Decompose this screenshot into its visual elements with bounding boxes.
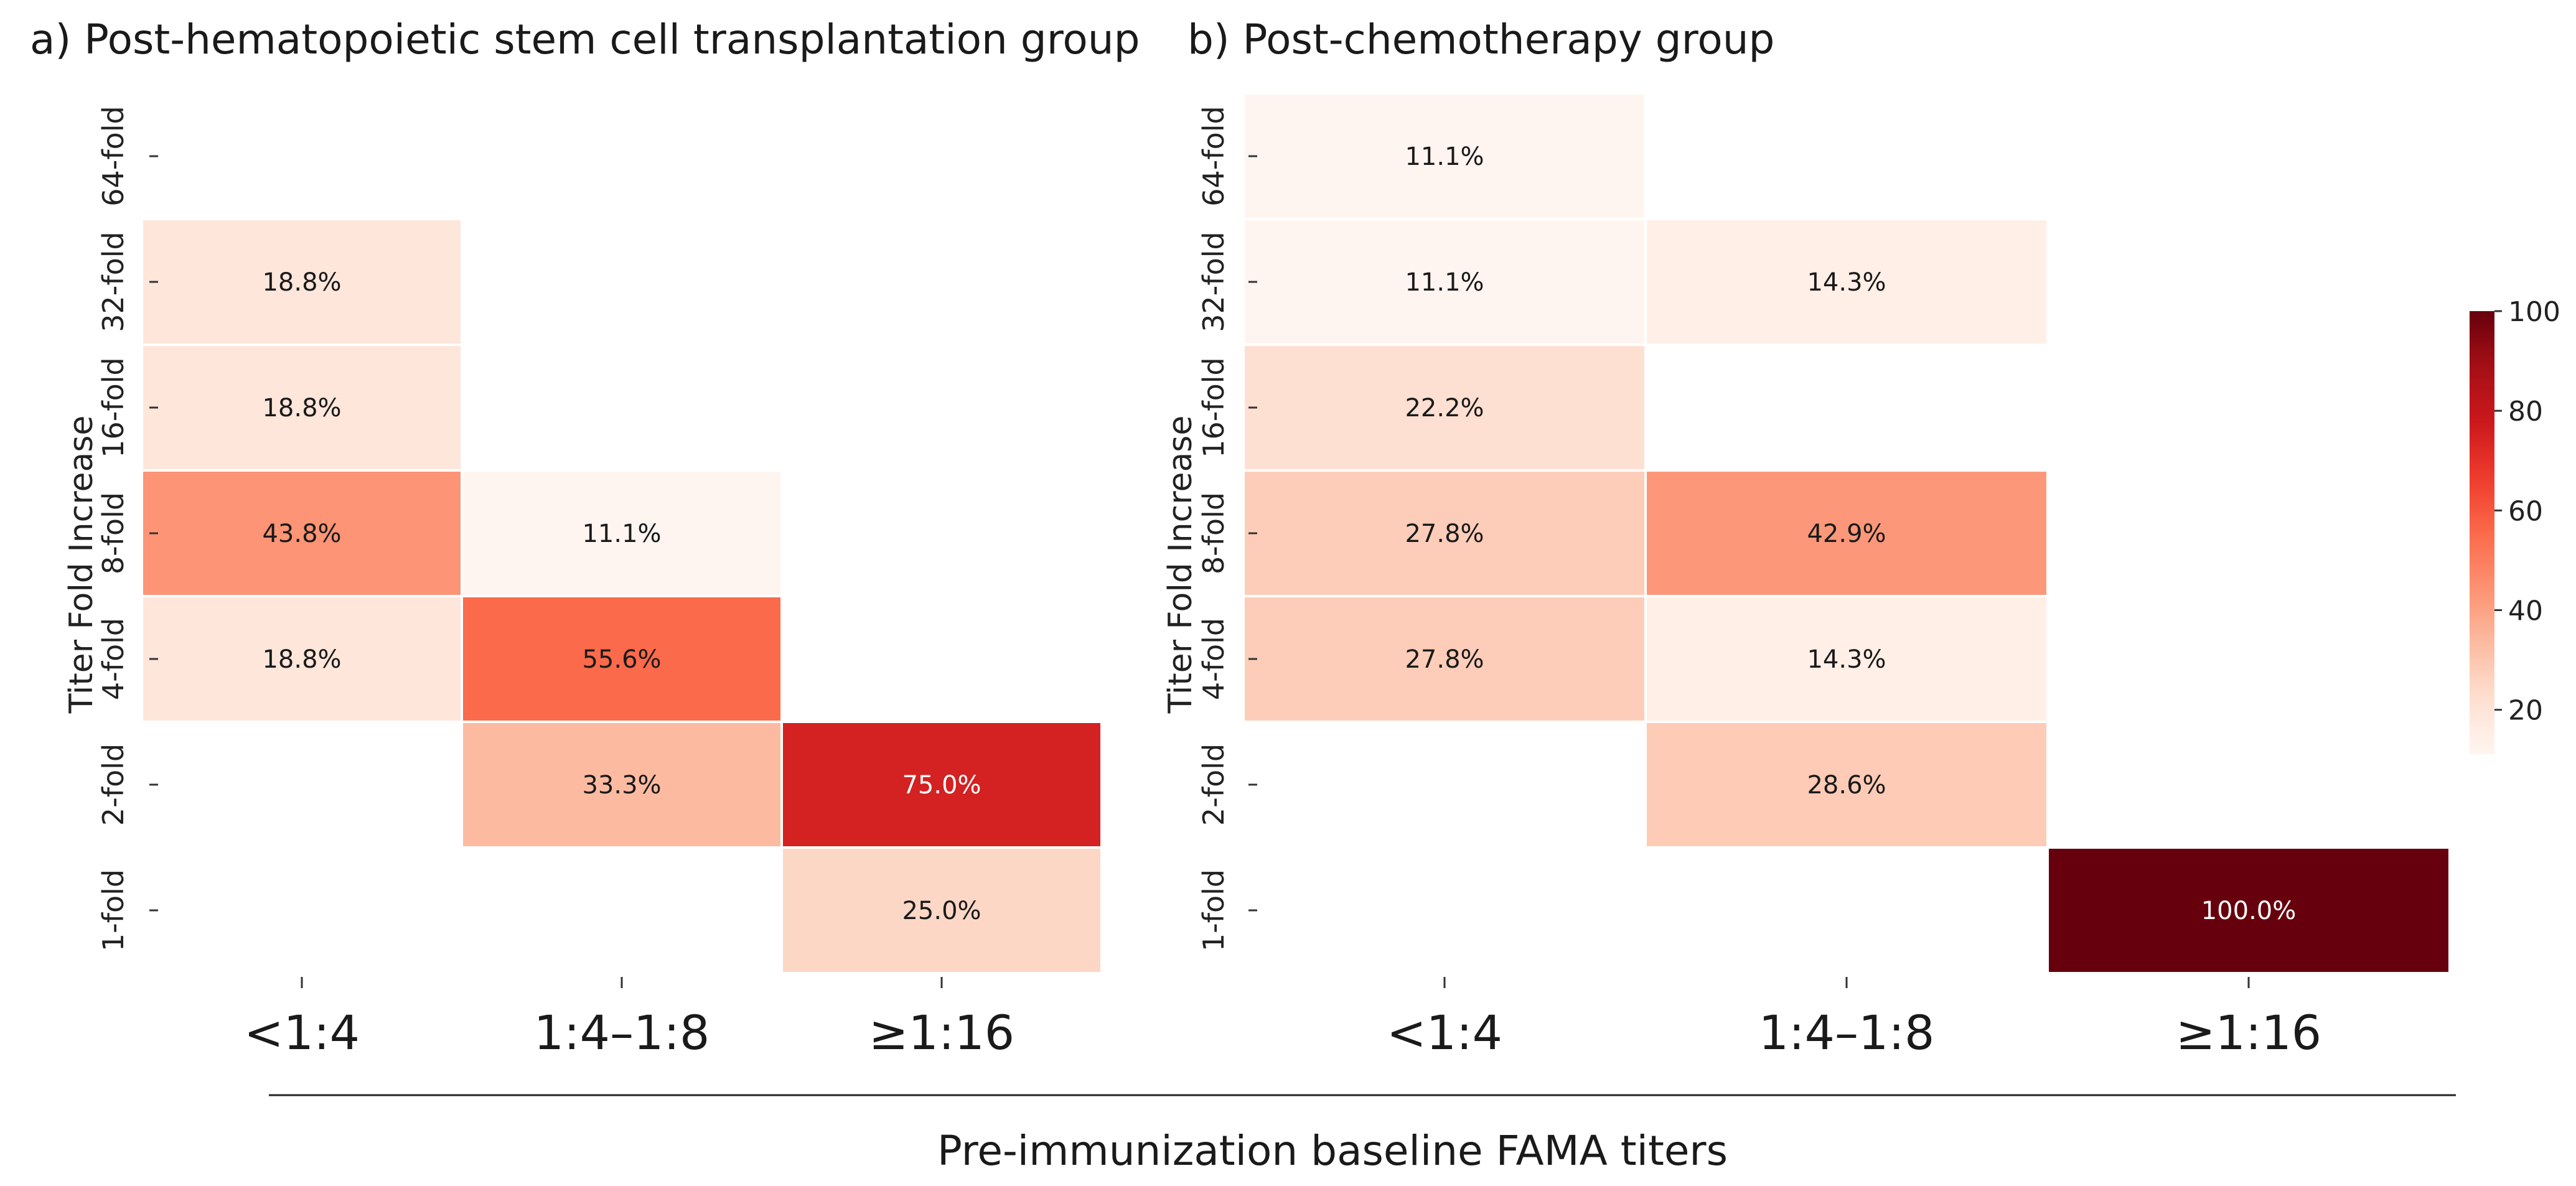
heatmap-cell bbox=[780, 721, 1103, 849]
x-tick-label: 1:4–1:8 bbox=[1759, 1005, 1935, 1060]
heatmap-cell bbox=[780, 846, 1103, 974]
y-tick-label: 64-fold bbox=[96, 106, 130, 206]
heatmap-cell bbox=[141, 218, 463, 346]
y-tick-label: 32-fold bbox=[96, 231, 130, 332]
panel-a-heatmap: 18.8% 18.8% 43.8% 18.8% 11.1% 55.6% 33.3% 75.0%… bbox=[96, 106, 1103, 1060]
y-tick-label: 2-fold bbox=[96, 744, 130, 826]
x-tick-label: ≥1:16 bbox=[2176, 1005, 2321, 1060]
x-tick-label: 1:4–1:8 bbox=[534, 1005, 710, 1060]
cell-value-label: 27.8% bbox=[1405, 520, 1484, 548]
cell-value-label: 18.8% bbox=[262, 268, 341, 297]
cell-value-label: 22.2% bbox=[1405, 394, 1484, 423]
colorbar-tick-label: 60 bbox=[2508, 495, 2543, 527]
y-tick-label: 64-fold bbox=[1197, 106, 1230, 206]
heatmap-cell bbox=[461, 721, 783, 849]
y-tick-label: 1-fold bbox=[1197, 869, 1230, 951]
cell-value-label: 42.9% bbox=[1807, 520, 1886, 548]
y-tick-label: 32-fold bbox=[1197, 231, 1230, 332]
cell-value-label: 27.8% bbox=[1405, 645, 1484, 674]
panel-b-y-axis-label: Titer Fold Increase bbox=[1162, 416, 1199, 714]
cell-value-label: 11.1% bbox=[582, 520, 661, 548]
panel-b-title: b) Post-chemotherapy group bbox=[1187, 16, 1774, 63]
heatmap-cell bbox=[1242, 218, 1647, 346]
y-tick-label: 8-fold bbox=[1197, 492, 1230, 574]
cell-value-label: 75.0% bbox=[902, 771, 981, 800]
panel-a-y-axis-label: Titer Fold Increase bbox=[63, 416, 100, 714]
cell-value-label: 11.1% bbox=[1405, 142, 1484, 171]
colorbar-tick-label: 40 bbox=[2508, 595, 2543, 627]
cell-value-label: 11.1% bbox=[1405, 268, 1484, 297]
x-tick-label: ≥1:16 bbox=[869, 1005, 1014, 1060]
heatmap-cell bbox=[2046, 846, 2451, 974]
cell-value-label: 25.0% bbox=[902, 897, 981, 925]
cell-value-label: 18.8% bbox=[262, 394, 341, 423]
heatmap-cell bbox=[1242, 469, 1647, 597]
heatmap-cell bbox=[141, 469, 463, 597]
colorbar: 20 40 60 80 100 bbox=[2470, 296, 2560, 754]
heatmap-cell bbox=[1644, 218, 2049, 346]
panel-b-heatmap: 11.1% 11.1% 22.2% 27.8% 27.8% 14.3% 42.9% 14.3%… bbox=[1197, 92, 2451, 1060]
panel-a-title: a) Post-hematopoietic stem cell transpla… bbox=[30, 16, 1140, 63]
cell-value-label: 28.6% bbox=[1807, 771, 1886, 800]
heatmap-cell bbox=[1644, 721, 2049, 849]
cell-value-label: 43.8% bbox=[262, 520, 341, 548]
y-tick-label: 1-fold bbox=[96, 869, 130, 951]
y-tick-label: 16-fold bbox=[96, 357, 130, 457]
y-tick-label: 2-fold bbox=[1197, 744, 1230, 826]
y-tick-label: 4-fold bbox=[1197, 618, 1230, 700]
cell-value-label: 100.0% bbox=[2201, 897, 2297, 925]
heatmap-cell bbox=[1242, 92, 1647, 220]
cell-value-label: 14.3% bbox=[1807, 645, 1886, 674]
heatmap-cell bbox=[461, 595, 783, 723]
colorbar-tick-label: 20 bbox=[2508, 695, 2543, 727]
heatmap-cell bbox=[141, 343, 463, 472]
y-tick-label: 4-fold bbox=[96, 618, 130, 700]
cell-value-label: 14.3% bbox=[1807, 268, 1886, 297]
cell-value-label: 33.3% bbox=[582, 771, 661, 800]
heatmap-cell bbox=[141, 595, 463, 723]
cell-value-label: 55.6% bbox=[582, 645, 661, 674]
y-tick-label: 16-fold bbox=[1197, 357, 1230, 457]
colorbar-gradient bbox=[2470, 311, 2494, 754]
x-tick-label: <1:4 bbox=[244, 1005, 360, 1060]
heatmap-cell bbox=[1242, 343, 1647, 472]
x-tick-label: <1:4 bbox=[1387, 1005, 1502, 1060]
heatmap-cell bbox=[1242, 595, 1647, 723]
heatmap-cell bbox=[461, 469, 783, 597]
heatmap-cell bbox=[1644, 469, 2049, 597]
shared-x-axis-label: Pre-immunization baseline FAMA titers bbox=[937, 1127, 1728, 1175]
colorbar-tick-label: 80 bbox=[2508, 396, 2543, 427]
y-tick-label: 8-fold bbox=[96, 492, 130, 574]
colorbar-tick-label: 100 bbox=[2508, 296, 2560, 328]
cell-value-label: 18.8% bbox=[262, 645, 341, 674]
